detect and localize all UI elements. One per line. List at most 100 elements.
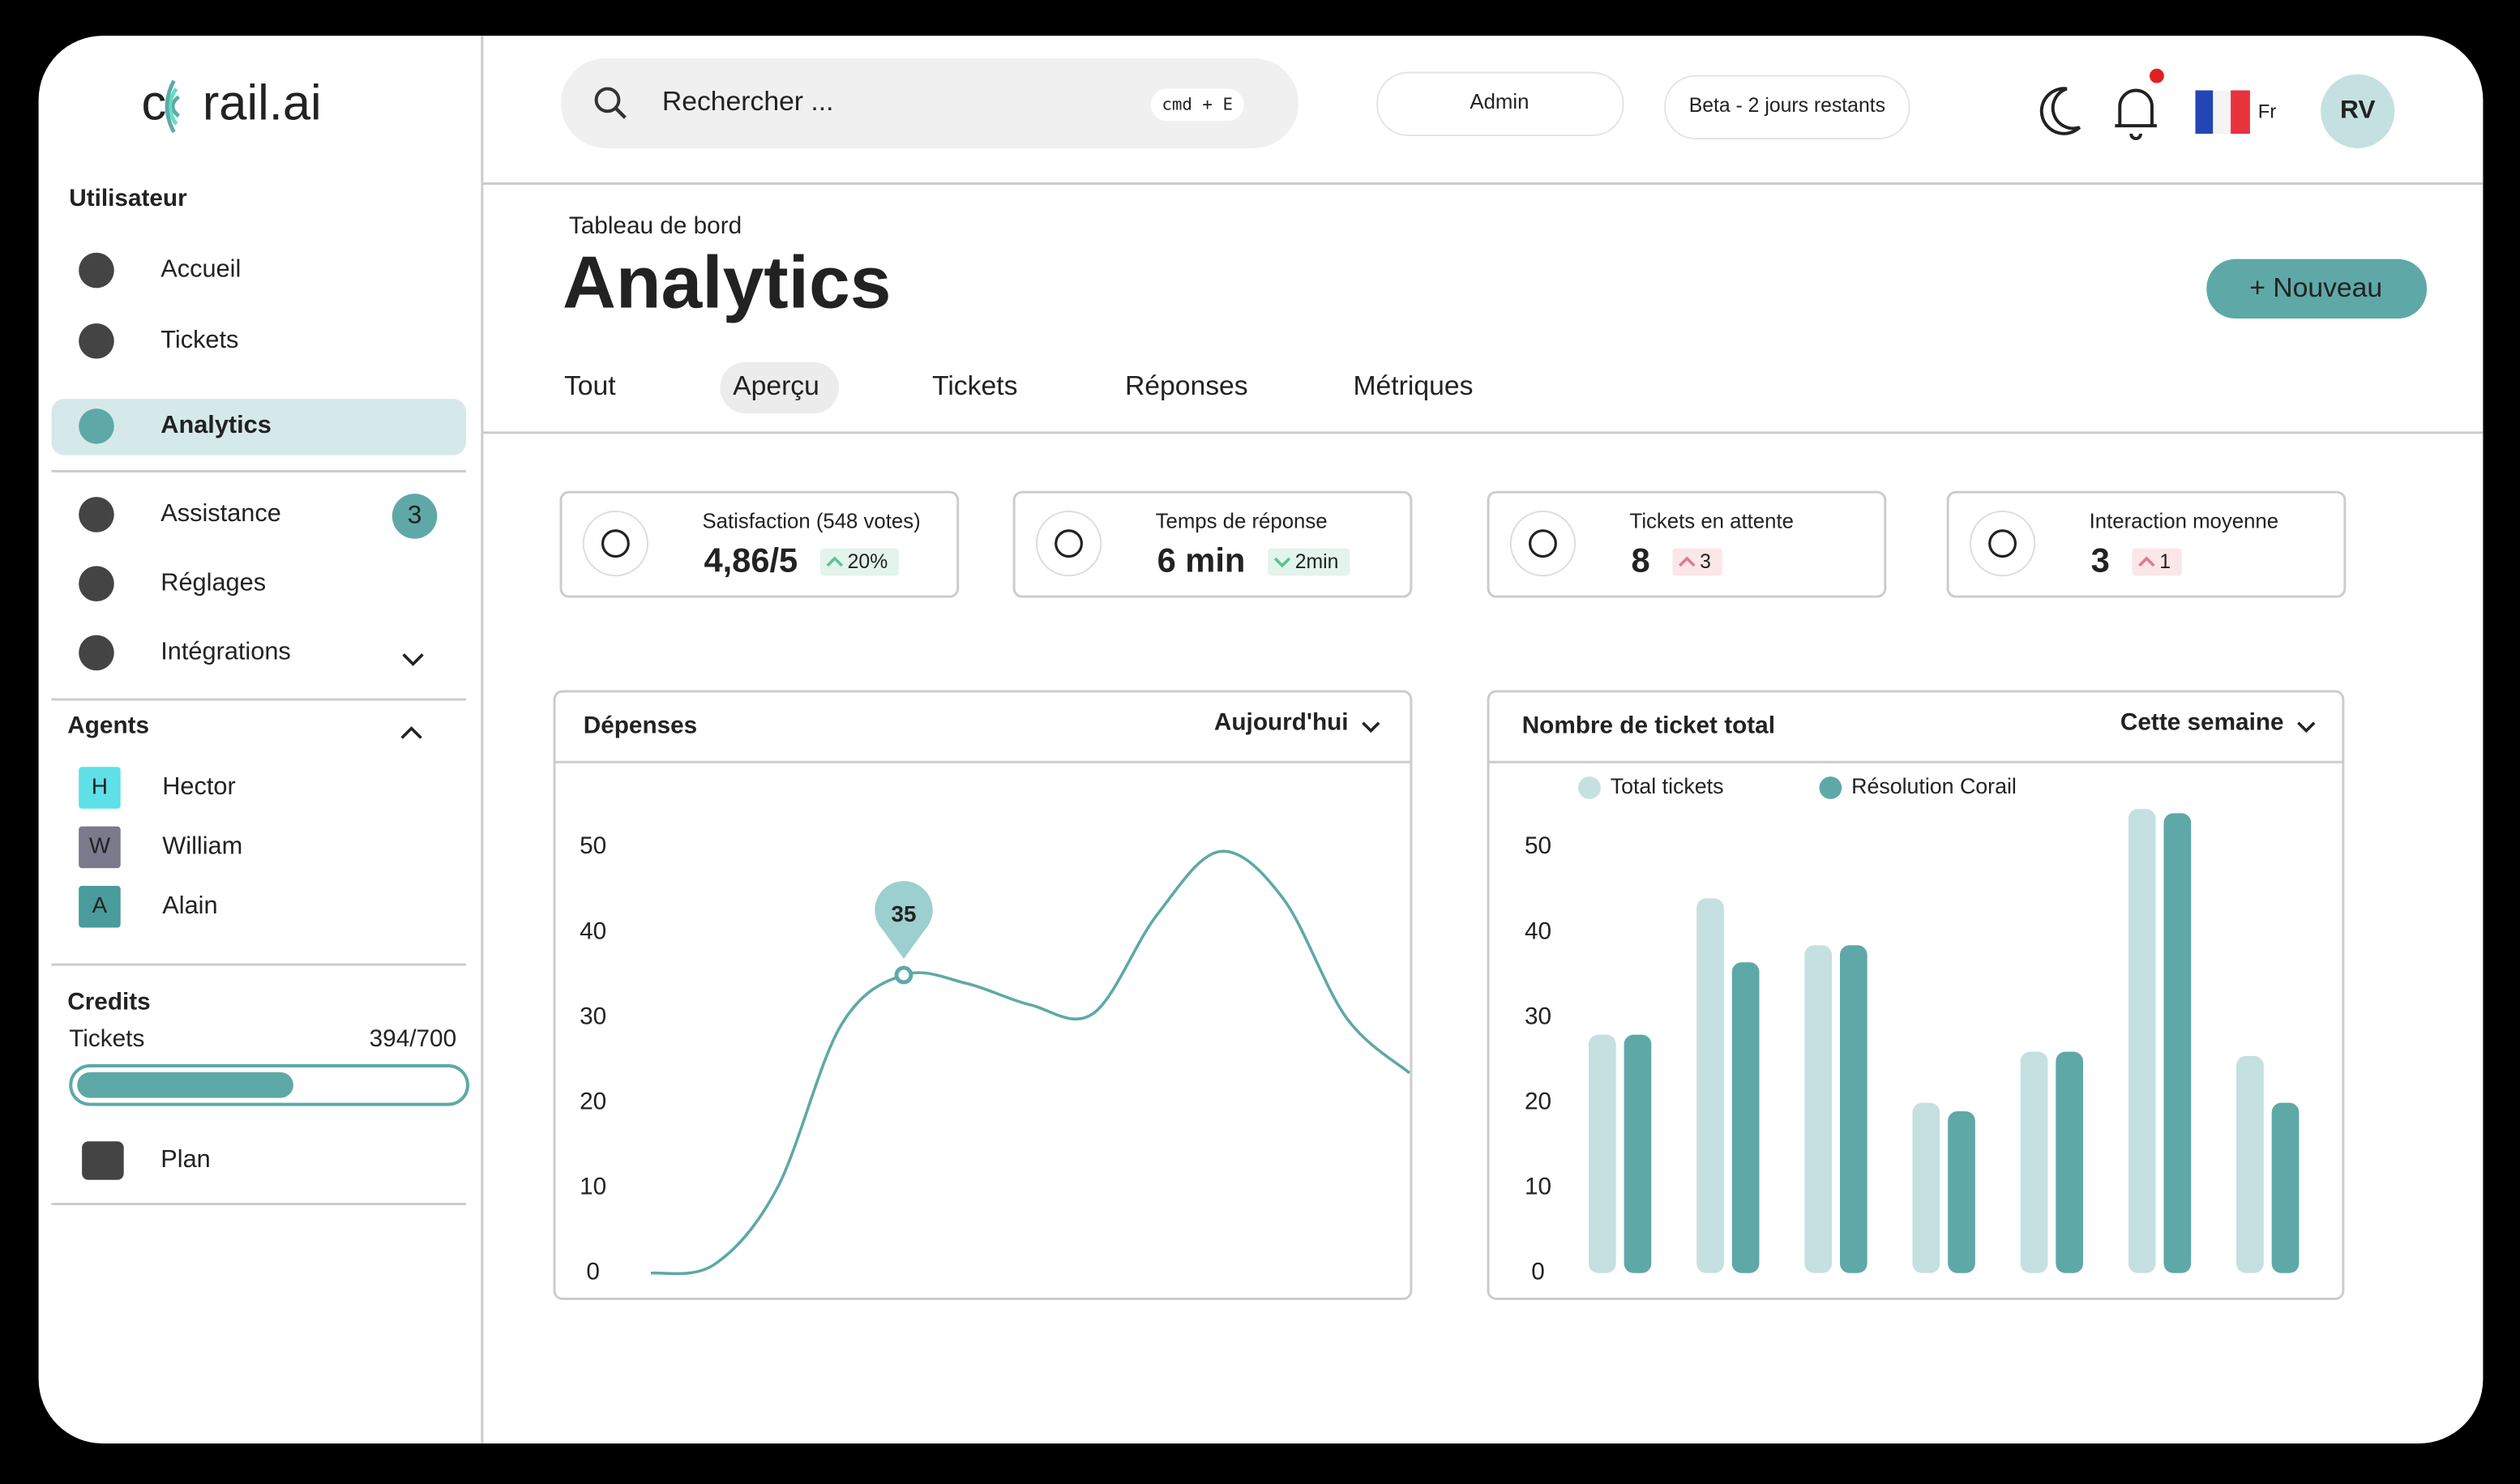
nav-item[interactable]: Intégrations [160,637,291,665]
bar [1804,945,1833,1273]
section-title: Utilisateur [69,185,187,212]
search-icon [614,106,627,119]
y-tick-label: 50 [1525,832,1551,859]
nav-icon [79,566,114,602]
kpi-delta: 20% [848,551,888,573]
kpi-icon-glyph [1529,529,1557,558]
bar [2163,813,2192,1273]
credits-label: Tickets [69,1025,144,1052]
kpi-value: 3 [2091,541,2110,579]
user-initials: RV [2340,95,2376,124]
y-tick-label: 30 [1525,1003,1551,1029]
logo-wave [170,95,181,118]
kpi-delta-arrow [1679,556,1696,567]
logo-wave [168,88,178,126]
kpi-label: Interaction moyenne [2090,511,2278,533]
y-tick-label: 40 [1525,917,1551,944]
section-title: Agents [67,712,149,739]
new-button[interactable] [2206,259,2427,319]
tab[interactable]: Aperçu [733,370,819,401]
y-tick-label: 0 [586,1259,600,1285]
tab[interactable]: Métriques [1354,370,1474,401]
agent-name[interactable]: Hector [162,772,235,800]
expand-icon [402,653,424,666]
logo-wave [165,79,176,134]
y-tick-label: 10 [1525,1174,1551,1200]
bar [1731,962,1760,1273]
chart-title: Dépenses [584,712,697,739]
agent-avatar [79,885,121,928]
badge-count: 3 [408,499,422,528]
data-label: 35 [892,901,917,926]
nav-icon [79,323,114,359]
logo-text: rail.ai [203,75,322,131]
line-series [650,849,1411,1276]
trial-pill[interactable] [1664,75,1910,139]
agent-initial: H [92,773,108,798]
legend-label: Total tickets [1611,774,1724,798]
period-chevron [2297,721,2316,733]
nav-item[interactable]: Assistance [160,498,281,527]
bar [2271,1102,2300,1273]
shortcut-pill [1150,88,1244,122]
y-tick-label: 0 [1531,1259,1545,1285]
kpi-card [1487,490,1887,598]
language[interactable]: Fr [2258,101,2277,123]
flag-blue [2195,90,2214,135]
new-button-label: + Nouveau [2249,272,2382,303]
bar [2128,809,2156,1273]
period-chevron [1362,721,1380,733]
search-icon [594,87,621,113]
kpi-delta-arrow [1273,557,1291,568]
legend-swatch [1819,776,1842,799]
period-select[interactable]: Aujourd'hui [1214,709,1349,736]
search-box[interactable] [560,58,1299,148]
bar [1839,945,1868,1273]
y-tick-label: 20 [1525,1088,1551,1114]
kpi-delta-bg [2132,548,2182,576]
kpi-icon [1969,510,2036,577]
dark-mode-icon[interactable] [2039,87,2081,135]
user-avatar[interactable] [2321,74,2395,148]
progress-fill [77,1071,293,1098]
y-tick-label: 20 [580,1088,606,1114]
nav-item[interactable]: Accueil [160,254,241,283]
role-pill[interactable] [1376,71,1624,136]
kpi-delta-bg [1672,548,1722,576]
nav-item[interactable]: Analytics [160,410,272,438]
kpi-label: Tickets en attente [1630,511,1794,533]
notification-icon[interactable] [2115,88,2157,140]
shortcut: cmd + E [1162,94,1233,113]
legend-swatch [1578,776,1601,799]
tab[interactable]: Tickets [932,370,1017,401]
logo-text: c [141,75,166,131]
flag-red [2231,90,2250,135]
agent-initial: A [92,892,108,917]
tab[interactable]: Tout [564,370,616,401]
agent-name[interactable]: William [162,831,242,859]
breadcrumb: Tableau de bord [569,212,742,239]
y-tick-label: 30 [580,1003,606,1029]
bar [1624,1034,1652,1273]
nav-item[interactable]: Plan [160,1144,210,1173]
y-tick-label: 40 [580,917,606,944]
role: Admin [1470,91,1529,113]
nav-item[interactable]: Réglages [160,567,266,596]
bar [1588,1034,1616,1273]
agent-initial: W [89,833,111,858]
kpi-icon [1509,510,1577,577]
highlight-pin [875,881,933,960]
kpi-delta-arrow [826,556,843,567]
agent-name[interactable]: Alain [162,891,217,919]
period-select[interactable]: Cette semaine [2120,709,2284,736]
nav-item[interactable]: Tickets [160,325,238,353]
agent-avatar [79,826,121,869]
kpi-icon-glyph [1988,529,2017,558]
tab[interactable]: Réponses [1125,370,1248,401]
badge [391,494,438,539]
y-tick-label: 10 [580,1174,606,1200]
bar [2056,1051,2084,1273]
legend-label: Résolution Corail [1851,774,2017,798]
kpi-delta-bg [819,548,900,576]
trial: Beta - 2 jours restants [1689,95,1885,117]
